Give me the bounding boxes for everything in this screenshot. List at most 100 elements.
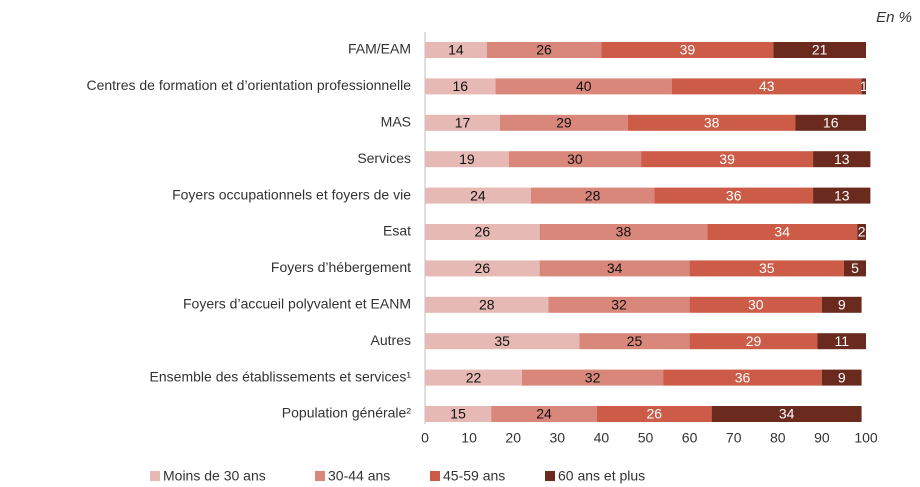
legend-swatch	[150, 471, 160, 481]
bar-segment	[817, 333, 866, 350]
value-label: 43	[759, 78, 775, 94]
value-label: 11	[834, 333, 849, 349]
x-tick-label: 60	[682, 430, 698, 446]
bar-segment	[522, 369, 664, 386]
value-label: 29	[746, 333, 762, 349]
bar-segment	[689, 296, 822, 313]
bar-segment	[627, 114, 796, 131]
category-label: Services	[357, 150, 411, 166]
bar-segment	[821, 296, 862, 313]
bar-segment	[425, 187, 531, 204]
value-label: 2	[858, 224, 866, 240]
bar-segment	[596, 406, 712, 422]
value-label: 26	[647, 406, 663, 422]
value-label: 38	[704, 115, 720, 131]
category-label: Centres de formation et d’orientation pr…	[86, 77, 411, 93]
bar-segment	[857, 224, 866, 240]
value-label: 32	[611, 297, 627, 313]
bar-segment	[689, 260, 844, 277]
bar-segment	[508, 151, 642, 168]
value-label: 36	[726, 187, 742, 203]
x-tick-label: 40	[594, 430, 610, 446]
legend-swatch	[545, 471, 555, 481]
x-tick-label: 50	[638, 430, 654, 446]
value-label: 34	[779, 406, 795, 422]
bar-segment	[495, 78, 672, 95]
category-label: MAS	[381, 114, 411, 130]
value-label: 38	[616, 224, 632, 240]
value-label: 16	[823, 115, 839, 131]
category-label: Foyers d’hébergement	[271, 259, 411, 275]
bar-segment	[425, 406, 492, 422]
x-tick-label: 70	[726, 430, 742, 446]
value-label: 39	[719, 151, 735, 167]
bar-segment	[689, 333, 818, 350]
legend-label: Moins de 30 ans	[163, 468, 266, 484]
bar-segment	[425, 260, 540, 277]
value-label: 19	[459, 151, 475, 167]
bar-segment	[813, 187, 871, 204]
value-label: 13	[834, 151, 850, 167]
x-tick-label: 20	[505, 430, 521, 446]
value-label: 32	[585, 369, 601, 385]
bar-segment	[425, 78, 496, 95]
value-label: 35	[759, 260, 775, 276]
bar-segment	[843, 260, 866, 277]
value-label: 40	[576, 78, 592, 94]
category-label: Foyers occupationnels et foyers de vie	[172, 186, 411, 202]
value-label: 34	[607, 260, 623, 276]
value-label: 1	[860, 78, 868, 94]
value-label: 35	[494, 333, 510, 349]
category-label: Autres	[371, 332, 411, 348]
bar-segment	[425, 114, 500, 131]
x-tick-label: 30	[550, 430, 566, 446]
bar-segment	[671, 78, 862, 95]
value-label: 30	[567, 151, 583, 167]
bar-segment	[539, 224, 708, 240]
legend-swatch	[315, 471, 325, 481]
bar-segment	[425, 42, 487, 58]
value-label: 29	[556, 115, 572, 131]
bar-segment	[579, 333, 690, 350]
bar-segment	[707, 224, 858, 240]
bar-segment	[795, 114, 866, 131]
bar-segment	[425, 296, 549, 313]
value-label: 25	[627, 333, 643, 349]
bar-segment	[821, 369, 862, 386]
value-label: 21	[812, 42, 828, 58]
value-label: 34	[774, 224, 790, 240]
value-label: 16	[452, 78, 468, 94]
x-tick-label: 100	[854, 430, 878, 446]
value-label: 15	[450, 406, 466, 422]
value-label: 13	[834, 187, 850, 203]
bar-segment	[711, 406, 862, 422]
bar-segment	[773, 42, 866, 58]
value-label: 26	[475, 224, 491, 240]
value-label: 22	[466, 369, 482, 385]
bar-segment	[654, 187, 814, 204]
bar-segment	[425, 224, 540, 240]
value-label: 39	[680, 42, 696, 58]
bar-segment	[663, 369, 822, 386]
bar-segment	[425, 151, 509, 168]
value-label: 17	[455, 115, 471, 131]
bar-segment	[499, 114, 628, 131]
bar-segment	[425, 333, 580, 350]
legend-label: 60 ans et plus	[558, 468, 645, 484]
bar-segment	[539, 260, 690, 277]
value-label: 9	[838, 297, 846, 313]
legend-label: 45-59 ans	[443, 468, 505, 484]
value-label: 26	[475, 260, 491, 276]
value-label: 14	[448, 42, 464, 58]
value-label: 30	[748, 297, 764, 313]
value-label: 24	[470, 187, 486, 203]
bar-segment	[861, 78, 866, 95]
value-label: 5	[851, 260, 859, 276]
value-label: 36	[735, 369, 751, 385]
legend-swatch	[430, 471, 440, 481]
category-label: Ensemble des établissements et services¹	[150, 368, 412, 384]
bar-segment	[491, 406, 597, 422]
category-label: Population générale²	[282, 405, 412, 421]
value-label: 28	[585, 187, 601, 203]
